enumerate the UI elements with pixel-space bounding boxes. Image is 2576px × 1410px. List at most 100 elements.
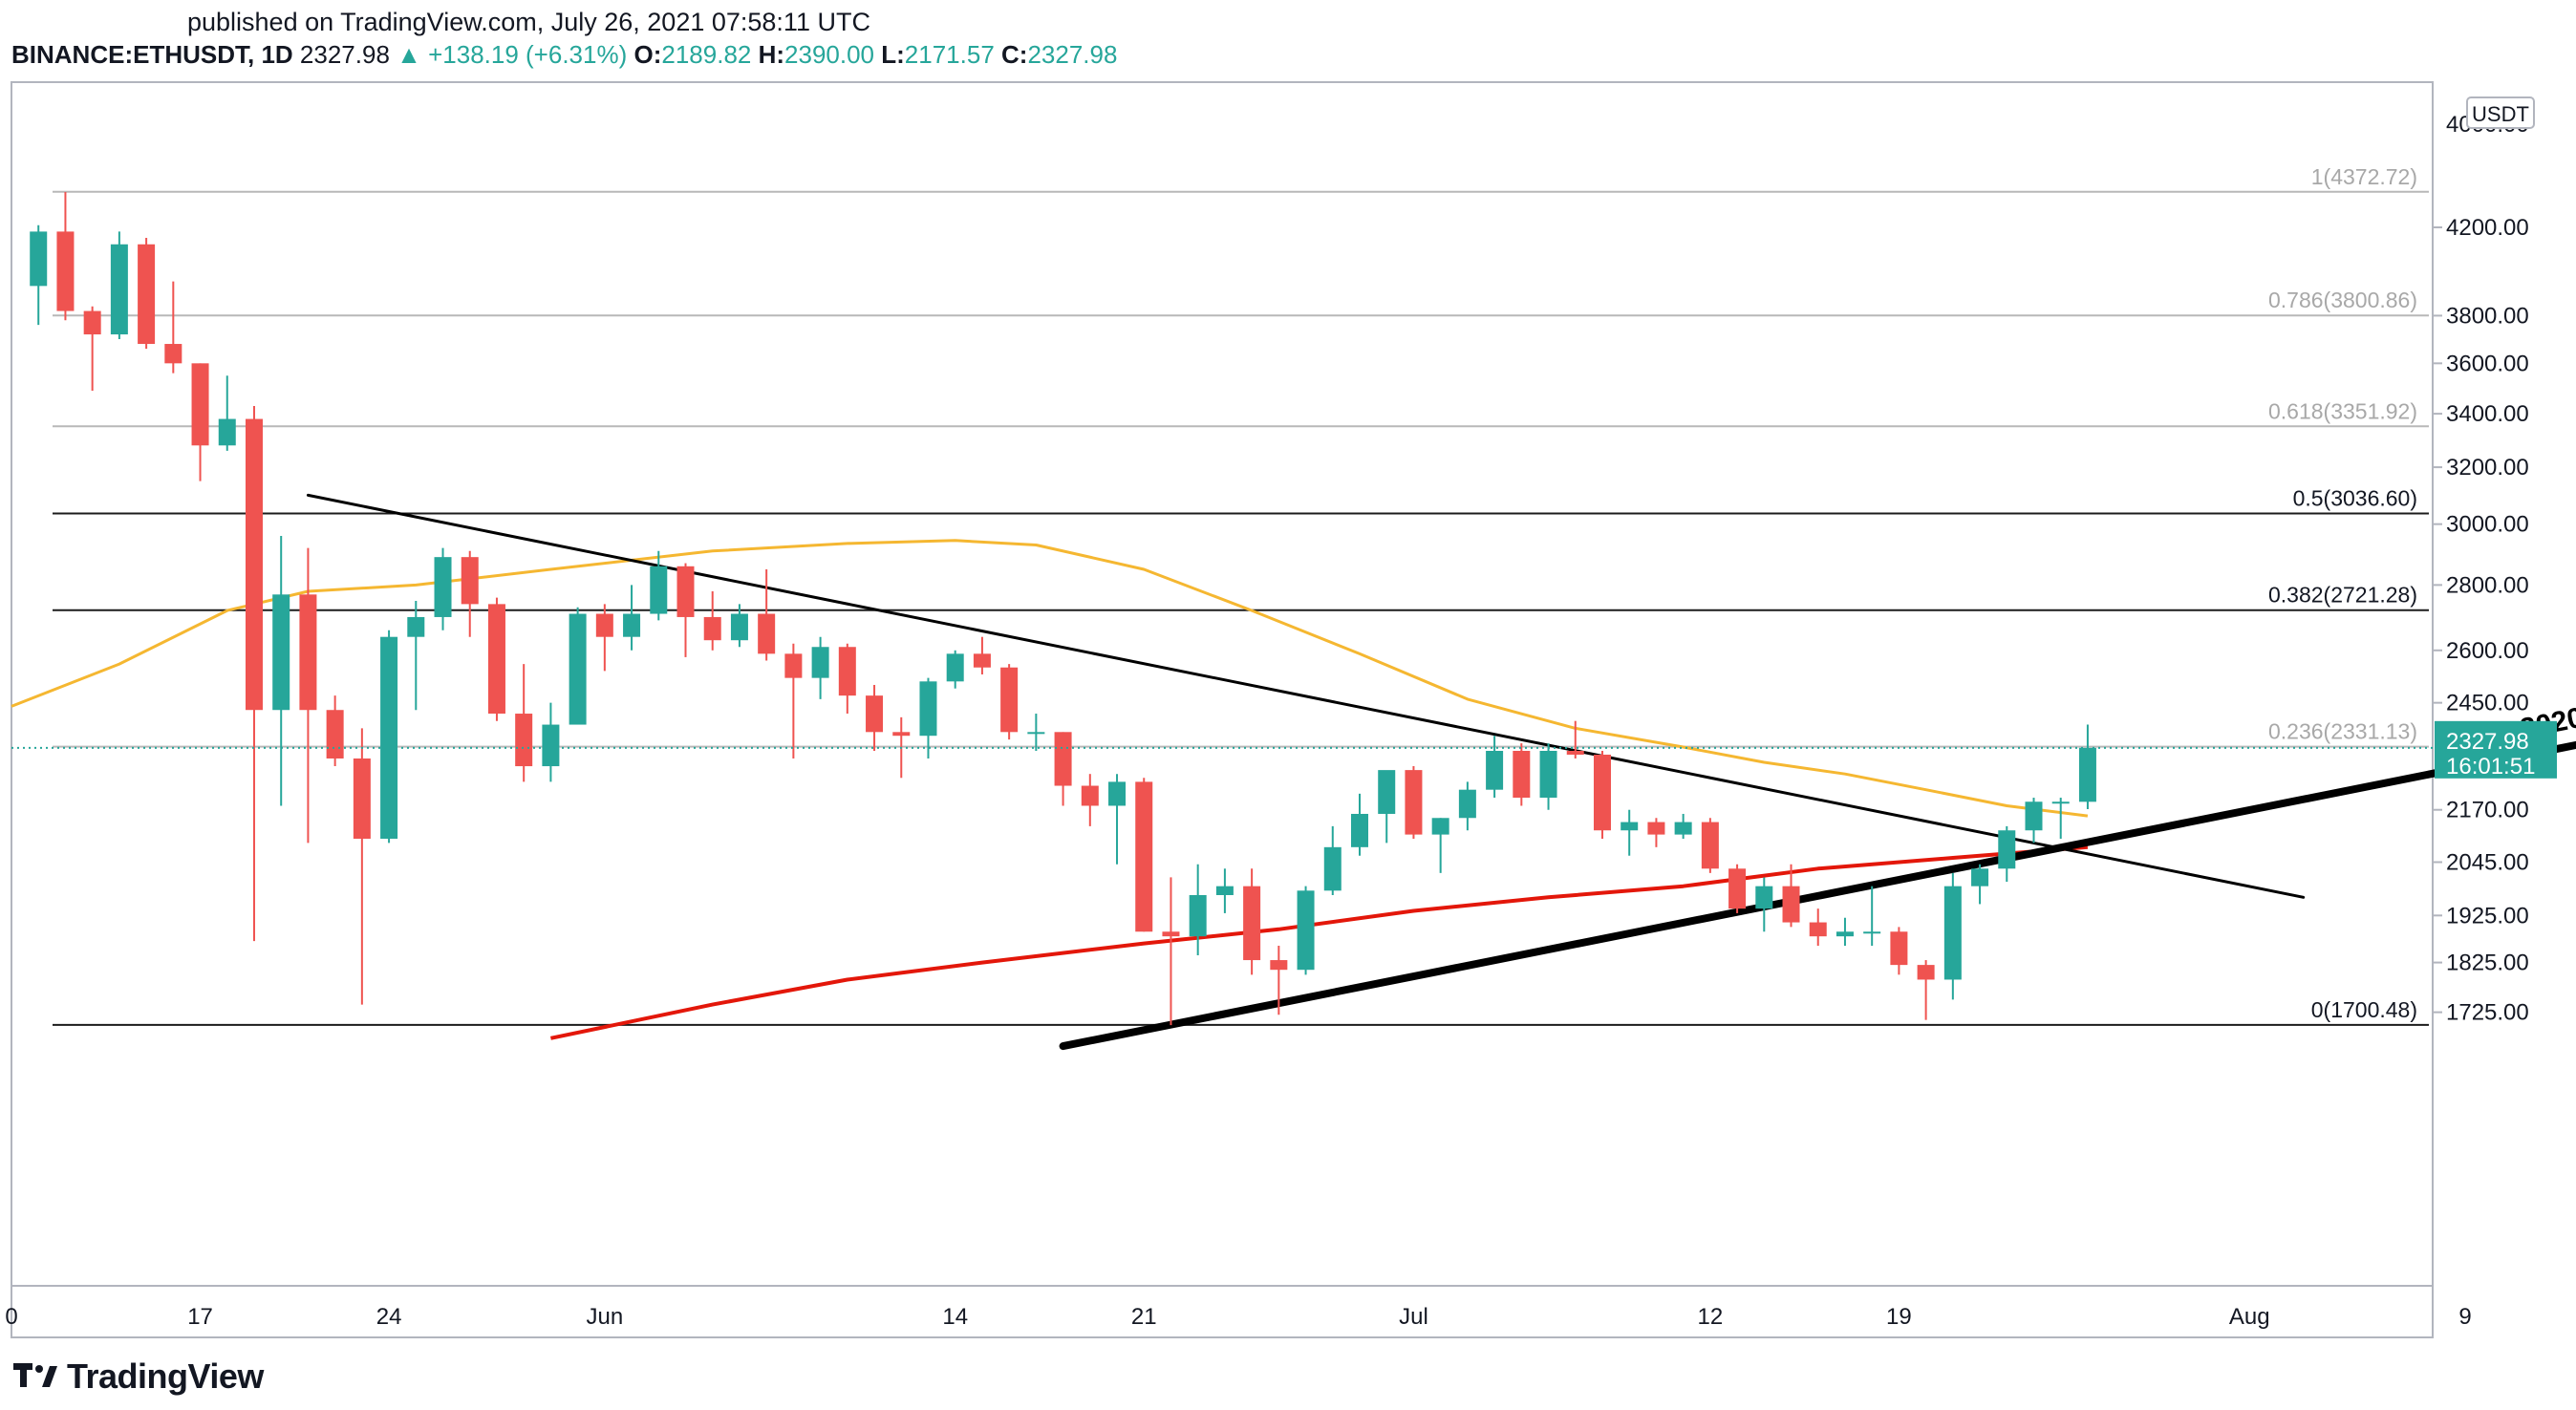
candle-body [1000, 667, 1019, 733]
candle-body [595, 613, 613, 637]
candle [1593, 751, 1611, 839]
time-tick-label: Jun [586, 1304, 623, 1330]
candle-body [1621, 822, 1639, 831]
candle [1189, 864, 1207, 956]
price-tick-label: 3200.00 [2446, 455, 2529, 481]
candle [1108, 774, 1127, 865]
candle [515, 664, 533, 782]
price-axis[interactable]: 1725.00 1825.00 1925.00 2045.00 2170.00 2450.… [2433, 112, 2529, 1026]
candle-body [892, 732, 911, 737]
candle-body [1054, 732, 1072, 786]
candle-body [1943, 886, 1962, 980]
candle-body [866, 695, 884, 733]
candle-body [380, 636, 398, 839]
candle-body [838, 647, 856, 696]
candle-body [703, 616, 721, 641]
candle [110, 231, 128, 340]
fib-level-label: 0.382(2721.28) [2268, 583, 2417, 608]
candle-body [676, 566, 695, 617]
currency-badge: USDT [2466, 96, 2535, 129]
candle [1863, 886, 1881, 947]
candle-body [758, 613, 776, 654]
time-axis[interactable]: 01724Jun1421Jul1219Aug916 [5, 1304, 2576, 1330]
close-value: 2327.98 [1027, 40, 1118, 69]
last-price-badge [2435, 720, 2557, 779]
candle [676, 563, 695, 657]
fib-level-label: 1(4372.72) [2311, 164, 2417, 189]
candle [1323, 825, 1342, 895]
candle-body [2078, 747, 2096, 802]
candle [326, 695, 344, 767]
candle-body [326, 710, 344, 758]
fib-levels: 1(4372.72) 0.786(3800.86) 0.618(3351.92) 0.… [53, 164, 2429, 1026]
candle-body [1728, 868, 1747, 909]
candle [1917, 960, 1935, 1020]
candle-body [569, 613, 587, 725]
candle-body [542, 724, 560, 767]
fib-level-label: 0.236(2331.13) [2268, 719, 2417, 744]
high-value: 2390.00 [784, 40, 875, 69]
candle [542, 702, 560, 782]
candle [353, 728, 371, 1005]
candle [1270, 946, 1288, 1015]
candle [2051, 798, 2070, 839]
candle [1027, 714, 1045, 752]
candle [272, 536, 290, 806]
candle [2078, 724, 2096, 810]
moving-average-red [549, 844, 2089, 1040]
candle-body [353, 758, 371, 839]
candle [703, 590, 721, 651]
candle [973, 636, 991, 674]
candle-body [919, 681, 937, 737]
candle-body [407, 616, 425, 637]
time-tick-label: 19 [1886, 1304, 1912, 1330]
candle-body [1486, 751, 1504, 790]
candle-body [1405, 770, 1423, 835]
candle [1998, 825, 2016, 883]
candle [1728, 864, 1747, 913]
candle-body [191, 363, 209, 446]
candle [2025, 798, 2043, 844]
candle [1405, 766, 1423, 839]
candle-body [461, 557, 479, 605]
candle-body [1162, 931, 1180, 937]
candle [1539, 743, 1557, 810]
candle-body [1593, 754, 1611, 831]
moving-average-yellow [11, 539, 2089, 818]
descending-trendline[interactable] [306, 493, 2306, 899]
candle-body [1431, 818, 1449, 835]
candle [407, 601, 425, 711]
candle-body [1189, 894, 1207, 937]
time-tick-label: 14 [942, 1304, 968, 1330]
candle [191, 363, 209, 481]
price-tick-label: 1725.00 [2446, 1000, 2529, 1026]
time-tick-label: Jul [1399, 1304, 1428, 1330]
candle-body [1835, 931, 1854, 937]
price-tick-label: 2800.00 [2446, 572, 2529, 598]
candle-body [515, 714, 533, 767]
candle-body [730, 613, 748, 641]
candle [650, 550, 668, 621]
candle-body [1782, 886, 1800, 923]
low-value: 2171.57 [904, 40, 995, 69]
time-tick-label: 24 [376, 1304, 402, 1330]
price-tick-label: 3000.00 [2446, 512, 2529, 538]
candle [1890, 927, 1908, 975]
time-tick-label: Aug [2229, 1304, 2270, 1330]
candle [218, 375, 236, 451]
candle [1486, 736, 1504, 799]
candle [1351, 793, 1368, 856]
last-price: 2327.98 [299, 40, 390, 69]
candle-body [434, 557, 452, 617]
price-tick-label: 2450.00 [2446, 691, 2529, 716]
candle-body [946, 653, 964, 682]
candle-body [1809, 922, 1827, 937]
candle [138, 238, 156, 350]
tradingview-logo-icon [13, 1363, 57, 1387]
candle-body [1215, 886, 1234, 895]
trendline-2020[interactable] [1059, 703, 2576, 1051]
candle-body [1513, 751, 1531, 799]
symbol-name[interactable]: BINANCE:ETHUSDT, 1D [11, 40, 293, 69]
candle [1943, 872, 1962, 1000]
